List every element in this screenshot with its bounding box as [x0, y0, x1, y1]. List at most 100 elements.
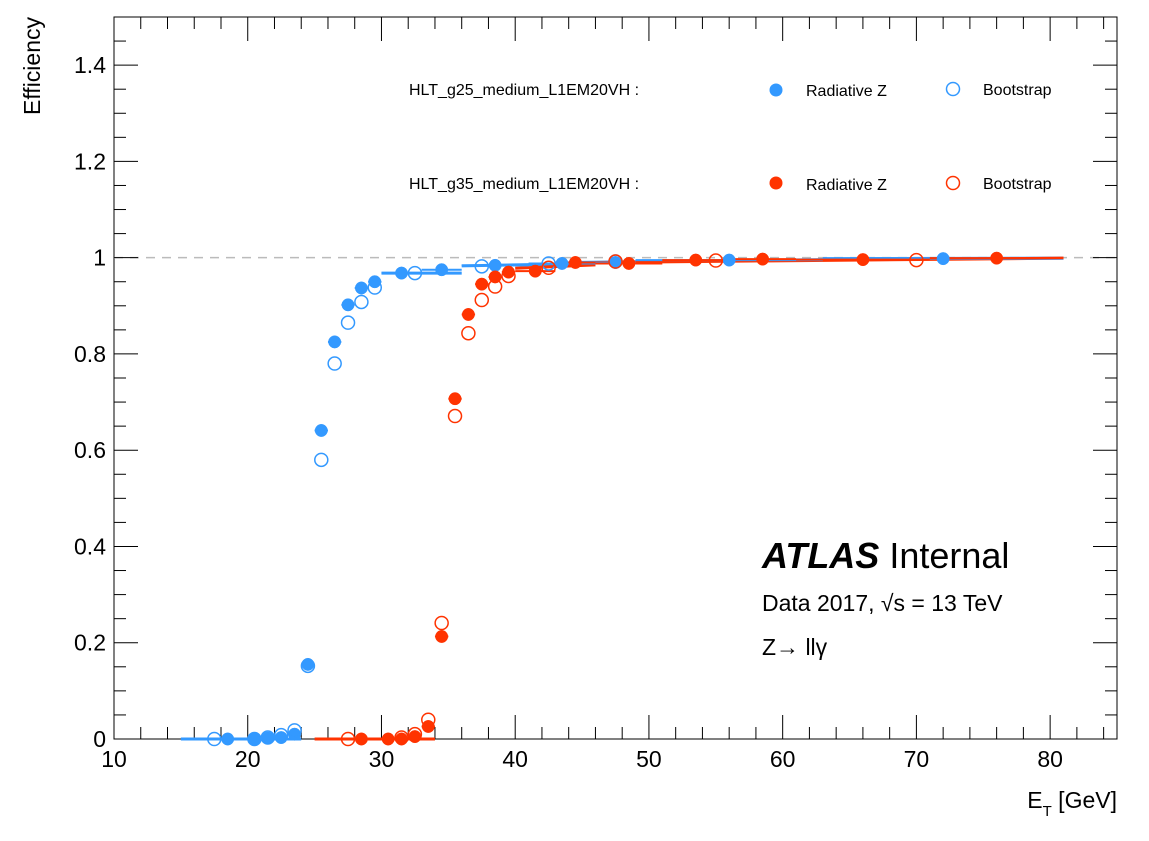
- data-point-bootstrap-1: [314, 452, 329, 468]
- data-point-radiative-2: [475, 277, 489, 291]
- legend-label-g35-bootstrap: Bootstrap: [983, 176, 1052, 193]
- legend-marker-g25-bootstrap: [945, 81, 961, 97]
- y-tick-label: 0.6: [74, 437, 106, 463]
- data-point-radiative-2: [381, 732, 395, 746]
- y-tick-label: 1.4: [74, 52, 106, 78]
- legend-label-g25-radiative: Radiative Z: [806, 83, 887, 100]
- x-axis-title-subscript: T: [1043, 803, 1052, 820]
- x-tick-label: 50: [636, 746, 662, 772]
- data-point-bootstrap-3: [487, 279, 503, 294]
- x-tick-label: 10: [101, 746, 127, 772]
- x-tick-label: 20: [235, 746, 261, 772]
- data-point-bootstrap-3: [340, 731, 356, 747]
- axis-ticks: [113, 16, 1117, 740]
- atlas-label-text: ATLAS Internal: [761, 535, 1009, 576]
- legend-label-g25-bootstrap: Bootstrap: [983, 82, 1052, 99]
- x-tick-label: 70: [904, 746, 930, 772]
- legend-trigger-g35: HLT_g35_medium_L1EM20VH :: [409, 176, 639, 193]
- data-point-radiative-0: [221, 732, 235, 746]
- data-point-bootstrap-3: [421, 712, 436, 727]
- x-axis-title-main: E: [1027, 787, 1042, 813]
- x-tick-label: 60: [770, 746, 796, 772]
- legend-marker-g35-radiative: [769, 176, 783, 190]
- data-point-bootstrap-3: [394, 730, 409, 745]
- data-point-bootstrap-1: [541, 256, 556, 271]
- data-point-radiative-0: [395, 266, 408, 280]
- data-point-radiative-0: [341, 298, 355, 312]
- x-tick-label: 80: [1037, 746, 1063, 772]
- data-point-radiative-0: [314, 424, 328, 437]
- data-point-radiative-0: [435, 263, 449, 277]
- legend: HLT_g25_medium_L1EM20VH : Radiative Z Bo…: [409, 81, 1052, 194]
- data-point-radiative-0: [722, 253, 736, 267]
- data-point-bootstrap-1: [327, 356, 342, 371]
- data-point-bootstrap-1: [367, 280, 383, 295]
- data-point-bootstrap-3: [434, 615, 449, 631]
- sqrt-symbol: √: [881, 590, 894, 616]
- data-point-radiative-2: [435, 630, 449, 643]
- process-label: Z→ llγ: [762, 634, 828, 660]
- data-point-bootstrap-3: [447, 408, 463, 424]
- data-point-bootstrap-1: [273, 727, 289, 743]
- data-point-bootstrap-1: [247, 731, 262, 747]
- data-point-bootstrap-1: [300, 658, 316, 674]
- x-axis-title-unit: [GeV]: [1052, 787, 1117, 813]
- atlas-label: ATLAS Internal Data 2017, √s = 13 TeV Z→ …: [761, 535, 1009, 660]
- x-axis-title: ET [GeV]: [1027, 787, 1117, 820]
- data-point-radiative-0: [555, 256, 569, 270]
- y-axis-title: Efficiency: [19, 17, 45, 116]
- data-point-bootstrap-1: [354, 294, 369, 310]
- data-point-bootstrap-3: [474, 292, 490, 308]
- data-point-radiative-2: [502, 265, 515, 279]
- data-point-radiative-2: [622, 256, 636, 270]
- atlas-status: Internal: [889, 535, 1009, 576]
- y-tick-label: 0.4: [74, 533, 106, 559]
- data-point-bootstrap-3: [909, 252, 924, 268]
- y-tick-label: 1: [93, 245, 106, 271]
- y-tick-label: 0.8: [74, 341, 106, 367]
- legend-marker-g35-bootstrap: [945, 175, 961, 191]
- dataset-prefix: Data 2017,: [762, 590, 881, 616]
- data-point-bootstrap-3: [608, 254, 623, 269]
- data-point-radiative-2: [448, 392, 462, 406]
- data-point-bootstrap-3: [407, 726, 423, 742]
- legend-marker-g25-radiative: [769, 83, 783, 97]
- plot-frame: [113, 16, 1118, 740]
- data-point-radiative-0: [328, 335, 342, 349]
- data-point-bootstrap-3: [501, 268, 516, 284]
- x-tick-label: 30: [369, 746, 395, 772]
- data-point-bootstrap-1: [407, 265, 423, 281]
- data-point-bootstrap-1: [207, 731, 222, 747]
- data-point-bootstrap-1: [474, 259, 490, 274]
- atlas-experiment: ATLAS: [761, 535, 879, 576]
- y-tick-label: 0.2: [74, 630, 106, 656]
- data-point-radiative-0: [488, 258, 502, 272]
- data-point-bootstrap-3: [708, 253, 724, 268]
- tick-labels: 10 20 30 40 50 60 70 80 0 0.2 0.4 0.6 0.8 1 1.2 1.4: [74, 52, 1063, 772]
- data-point-radiative-2: [756, 252, 770, 266]
- error-bars: [220, 257, 1064, 740]
- data-point-bootstrap-3: [461, 325, 476, 341]
- y-tick-label: 1.2: [74, 148, 106, 174]
- data-point-bootstrap-1: [340, 315, 356, 330]
- legend-label-g35-radiative: Radiative Z: [806, 177, 887, 194]
- data-point-radiative-2: [354, 732, 368, 746]
- y-tick-label: 0: [93, 726, 106, 752]
- legend-trigger-g25: HLT_g25_medium_L1EM20VH :: [409, 82, 639, 99]
- data-point-radiative-0: [936, 252, 950, 266]
- data-point-radiative-2: [990, 251, 1004, 265]
- data-point-bootstrap-1: [260, 730, 276, 745]
- data-point-radiative-2: [856, 253, 870, 267]
- data-point-radiative-2: [568, 256, 582, 269]
- data-points: [207, 251, 1004, 747]
- x-tick-label: 40: [502, 746, 528, 772]
- data-point-bootstrap-3: [541, 260, 556, 276]
- dataset-label: Data 2017, √s = 13 TeV: [762, 590, 1003, 616]
- data-point-radiative-0: [354, 281, 368, 295]
- data-point-bootstrap-1: [287, 723, 302, 738]
- energy-label: s = 13 TeV: [894, 590, 1004, 616]
- data-point-radiative-2: [461, 308, 475, 321]
- data-point-radiative-2: [689, 253, 703, 267]
- data-point-radiative-2: [528, 264, 542, 278]
